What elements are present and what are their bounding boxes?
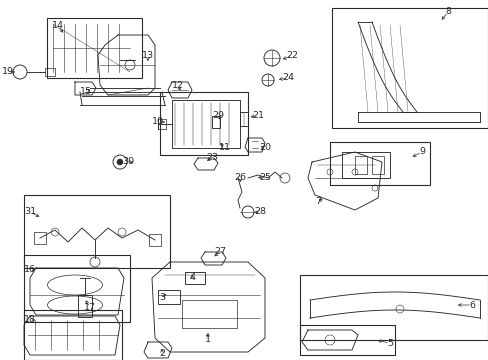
Bar	[160, 92, 247, 155]
Text: 16: 16	[24, 266, 36, 274]
Bar	[24, 310, 122, 360]
Bar	[158, 290, 180, 304]
Bar	[299, 325, 394, 355]
Bar	[371, 156, 383, 174]
Circle shape	[117, 159, 123, 165]
Text: 23: 23	[205, 153, 218, 162]
Text: 18: 18	[24, 315, 36, 324]
Bar	[45, 68, 55, 76]
Text: 26: 26	[234, 172, 245, 181]
Bar	[172, 100, 240, 148]
Bar	[182, 300, 237, 328]
Bar	[149, 234, 161, 246]
Text: 24: 24	[282, 73, 293, 82]
Text: 22: 22	[285, 51, 297, 60]
Bar	[240, 112, 247, 126]
Text: 29: 29	[212, 112, 224, 121]
Text: 1: 1	[204, 336, 210, 345]
Text: 12: 12	[172, 81, 183, 90]
Text: 25: 25	[259, 174, 270, 183]
Bar	[354, 156, 366, 174]
Text: 15: 15	[80, 87, 92, 96]
Text: 8: 8	[444, 8, 450, 17]
Text: 31: 31	[24, 207, 36, 216]
Bar	[158, 119, 165, 129]
Text: 4: 4	[189, 274, 195, 283]
Bar	[78, 295, 92, 317]
Text: 9: 9	[418, 148, 424, 157]
Text: 30: 30	[122, 158, 134, 166]
Text: 21: 21	[251, 111, 264, 120]
Bar	[341, 152, 389, 178]
Text: 10: 10	[152, 117, 163, 126]
Text: 28: 28	[253, 207, 265, 216]
Bar	[331, 8, 487, 128]
Bar	[34, 232, 46, 244]
Bar	[299, 275, 487, 340]
Text: 6: 6	[468, 301, 474, 310]
Text: 27: 27	[214, 248, 225, 256]
Text: 3: 3	[159, 293, 165, 302]
Text: 19: 19	[2, 68, 14, 77]
Bar	[24, 255, 130, 322]
Bar	[24, 195, 170, 268]
Text: 13: 13	[142, 51, 154, 60]
Text: 14: 14	[52, 22, 64, 31]
Bar	[184, 272, 204, 284]
Bar	[329, 142, 429, 185]
Text: 17: 17	[84, 302, 96, 311]
Bar	[212, 116, 220, 128]
Bar	[47, 18, 142, 78]
Text: 5: 5	[386, 338, 392, 347]
Text: 20: 20	[259, 144, 270, 153]
Text: 11: 11	[219, 144, 230, 153]
Text: 2: 2	[159, 350, 164, 359]
Text: 7: 7	[314, 198, 320, 207]
